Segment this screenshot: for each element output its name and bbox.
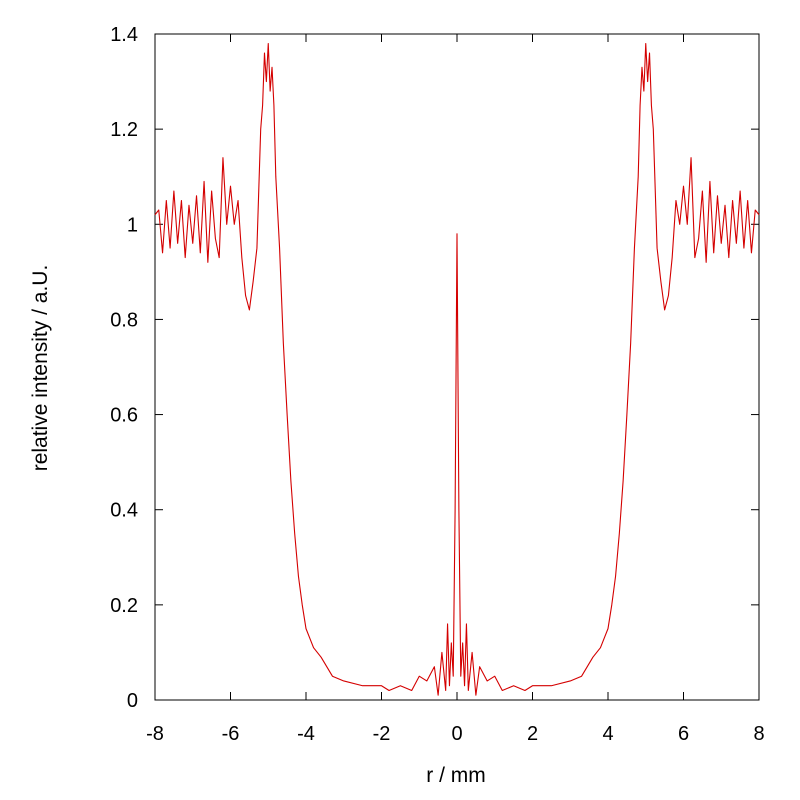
y-tick-label: 0 xyxy=(127,690,138,712)
intensity-series-line xyxy=(154,42,760,696)
y-tick-label: 0.2 xyxy=(110,595,138,617)
y-axis-label: relative intensity / a.U. xyxy=(29,265,52,472)
x-tick-label: -4 xyxy=(297,723,315,745)
plot-border xyxy=(154,33,760,701)
y-tick-label: 0.8 xyxy=(110,309,138,331)
x-tick-label: 6 xyxy=(678,723,689,745)
y-tick-label: 1.4 xyxy=(110,24,138,46)
x-tick-label: 8 xyxy=(753,723,764,745)
x-tick-label: 4 xyxy=(602,723,613,745)
x-tick-label: -8 xyxy=(146,723,164,745)
y-axis-ticks: 0 0.2 0.4 0.6 0.8 1 1.2 1.4 xyxy=(110,24,759,712)
y-tick-label: 1.2 xyxy=(110,119,138,141)
x-tick-label: -6 xyxy=(222,723,240,745)
x-tick-label: 2 xyxy=(527,723,538,745)
plot-frame xyxy=(154,33,760,701)
y-tick-label: 0.4 xyxy=(110,500,138,522)
series-layer xyxy=(154,42,760,696)
x-tick-label: -2 xyxy=(373,723,391,745)
x-axis-ticks: -8 -6 -4 -2 0 2 4 6 8 xyxy=(146,34,765,745)
y-tick-label: 1 xyxy=(127,214,138,236)
y-tick-label: 0.6 xyxy=(110,405,138,427)
x-axis-label: r / mm xyxy=(426,764,485,787)
x-tick-label: 0 xyxy=(451,723,462,745)
